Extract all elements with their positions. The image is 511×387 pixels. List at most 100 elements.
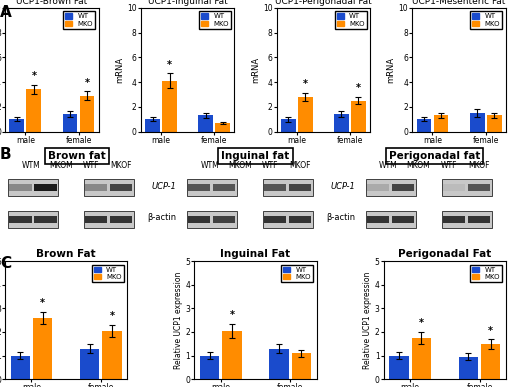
FancyBboxPatch shape [442, 179, 492, 196]
Text: MKOF: MKOF [110, 161, 132, 170]
Bar [85, 184, 107, 191]
Bar [9, 216, 32, 223]
FancyBboxPatch shape [84, 179, 134, 196]
Bar [264, 216, 286, 223]
Title: UCP1-Inguinal Fat: UCP1-Inguinal Fat [148, 0, 227, 5]
Bar [188, 216, 211, 223]
Title: Perigonadal Fat: Perigonadal Fat [398, 249, 492, 259]
FancyBboxPatch shape [442, 211, 492, 228]
FancyBboxPatch shape [187, 211, 237, 228]
Text: *: * [109, 311, 114, 321]
Title: UCP1-Mesenteric Fat: UCP1-Mesenteric Fat [412, 0, 506, 5]
FancyBboxPatch shape [263, 179, 313, 196]
Legend: WT, MKO: WT, MKO [470, 265, 502, 282]
Text: MKOF: MKOF [289, 161, 311, 170]
Text: WTM: WTM [21, 161, 40, 170]
Bar [289, 216, 311, 223]
FancyBboxPatch shape [366, 179, 416, 196]
Text: WTM: WTM [379, 161, 398, 170]
Text: *: * [356, 83, 361, 93]
Bar [188, 184, 211, 191]
Bar [213, 216, 236, 223]
Bar [281, 119, 296, 132]
Text: B: B [0, 147, 12, 161]
Y-axis label: Relative UCP1 expression: Relative UCP1 expression [363, 271, 372, 369]
Bar [80, 349, 100, 379]
Text: *: * [303, 79, 308, 89]
Bar [222, 331, 242, 379]
Text: Inguinal fat: Inguinal fat [221, 151, 290, 161]
Text: β-actin: β-actin [148, 213, 177, 222]
Bar [392, 184, 414, 191]
Bar [416, 119, 431, 132]
Bar [145, 119, 160, 132]
Bar [292, 353, 311, 379]
Text: *: * [40, 298, 45, 308]
Title: UCP1-Brown Fat: UCP1-Brown Fat [16, 0, 87, 5]
Bar [468, 184, 490, 191]
FancyBboxPatch shape [8, 211, 58, 228]
Legend: WT, MKO: WT, MKO [470, 11, 502, 29]
FancyBboxPatch shape [84, 211, 134, 228]
Legend: WT, MKO: WT, MKO [199, 11, 231, 29]
Bar [200, 356, 219, 379]
Bar [85, 216, 107, 223]
Legend: WT, MKO: WT, MKO [335, 11, 367, 29]
Title: Inguinal Fat: Inguinal Fat [220, 249, 291, 259]
Text: Brown fat: Brown fat [48, 151, 106, 161]
Bar [34, 216, 57, 223]
Y-axis label: mRNA: mRNA [387, 57, 396, 83]
Text: *: * [84, 78, 89, 87]
Bar [433, 115, 449, 132]
Bar [9, 119, 24, 132]
Text: A: A [0, 5, 12, 20]
Bar [443, 184, 465, 191]
Bar [213, 184, 236, 191]
Bar [411, 338, 431, 379]
Legend: WT, MKO: WT, MKO [63, 11, 95, 29]
Bar [459, 357, 478, 379]
Bar [162, 81, 177, 132]
Bar [351, 101, 366, 132]
Bar [269, 349, 289, 379]
Text: MKOM: MKOM [407, 161, 430, 170]
Bar [443, 216, 465, 223]
Text: *: * [419, 319, 424, 329]
Y-axis label: Relative UCP1 expression: Relative UCP1 expression [174, 271, 182, 369]
Text: MKOM: MKOM [228, 161, 251, 170]
Text: MKOF: MKOF [468, 161, 490, 170]
FancyBboxPatch shape [8, 179, 58, 196]
Text: UCP-1: UCP-1 [152, 182, 177, 191]
Title: UCP1-Perigonadal Fat: UCP1-Perigonadal Fat [275, 0, 371, 5]
Bar [468, 216, 490, 223]
Bar [264, 184, 286, 191]
Legend: WT, MKO: WT, MKO [281, 265, 313, 282]
Text: MKOM: MKOM [49, 161, 73, 170]
Bar [110, 184, 132, 191]
Bar [367, 184, 389, 191]
Bar [198, 115, 213, 132]
Text: β-actin: β-actin [327, 213, 356, 222]
Y-axis label: mRNA: mRNA [115, 57, 124, 83]
Bar [102, 331, 122, 379]
FancyBboxPatch shape [187, 179, 237, 196]
Y-axis label: mRNA: mRNA [251, 57, 260, 83]
Bar [470, 113, 484, 132]
Bar [298, 97, 313, 132]
Bar [11, 356, 30, 379]
Bar [481, 344, 500, 379]
Bar [487, 115, 502, 132]
FancyBboxPatch shape [263, 211, 313, 228]
Bar [34, 184, 57, 191]
Bar [33, 318, 52, 379]
Bar [62, 114, 78, 132]
Text: *: * [167, 60, 172, 70]
Title: Brown Fat: Brown Fat [36, 249, 96, 259]
Bar [110, 216, 132, 223]
Bar [389, 356, 409, 379]
Bar [392, 216, 414, 223]
Text: UCP-1: UCP-1 [331, 182, 356, 191]
Text: WTF: WTF [440, 161, 457, 170]
Bar [9, 184, 32, 191]
Bar [215, 123, 230, 132]
